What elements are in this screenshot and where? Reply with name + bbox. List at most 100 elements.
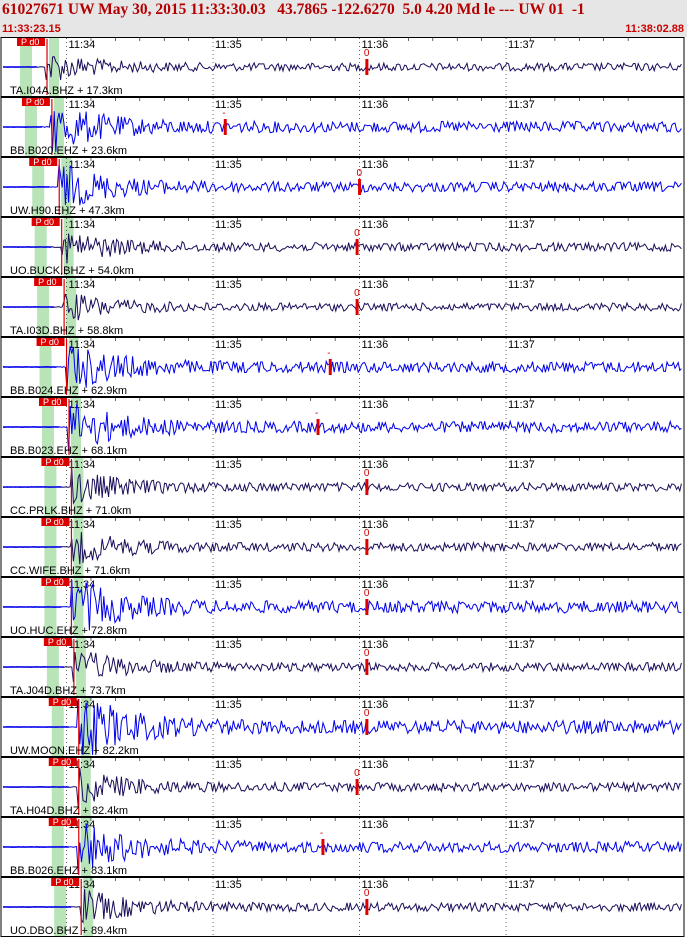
minute-label: 11:34 [69,99,96,111]
minute-label: 11:35 [215,399,242,411]
waveform [2,468,682,505]
minute-label: 11:37 [508,759,535,771]
p-pick-label: P d0 [45,517,63,527]
station-label: UO.HUC.EHZ + 72.8km [10,625,127,637]
minute-label: 11:35 [215,39,242,51]
station-label: UW.MOON.EHZ + 82.2km [10,745,139,757]
minute-label: 11:34 [69,39,96,51]
waveform [2,111,682,152]
station-label: UO.DBO.BHZ + 89.4km [10,925,127,937]
station-label: BB.B023.EHZ + 68.1km [10,445,127,457]
trace-panel[interactable]: 11:34 11:35 11:36 11:37 P d0 0 TA.I04A.BHZ + 1… [0,37,685,97]
minute-label: 11:35 [215,279,242,291]
event-title: 61027671 UW May 30, 2015 11:33:30.03 43.… [2,1,585,18]
minute-label: 11:35 [215,699,242,711]
event-header: 61027671 UW May 30, 2015 11:33:30.03 43.… [0,0,687,37]
p-pick-badge[interactable] [41,578,70,586]
p-pick-label: P d0 [26,97,44,107]
s-pick-label: 0 [364,708,370,719]
trace-panel[interactable]: 11:34 11:35 11:36 11:37 P d0 0 CC.PRLK.BHZ + 7… [0,457,685,517]
p-pick-badge[interactable] [38,398,67,406]
station-label: TA.H04D.BHZ + 82.4km [10,805,128,817]
p-pick-label: P d0 [36,217,54,227]
waveform [2,531,682,565]
minute-label: 11:34 [69,399,96,411]
minute-label: 11:35 [215,159,242,171]
s-window-band [75,638,86,696]
s-pick-label: 0 [364,48,370,59]
minute-label: 11:37 [508,159,535,171]
trace-panel[interactable]: 11:34 11:35 11:36 11:37 P d0 0 TA.J04D.BHZ + 7… [0,637,685,697]
minute-label: 11:36 [362,579,389,591]
waveform [2,823,682,874]
p-pick-badge[interactable] [17,38,46,46]
minute-label: 11:36 [362,879,389,891]
trace-panel[interactable]: 11:34 11:35 11:36 11:37 P d0 0 CC.WIFE.BHZ + 7… [0,517,685,577]
s-window-band [73,578,84,636]
minute-label: 11:36 [362,219,389,231]
waveform [2,56,682,80]
minute-label: 11:35 [215,519,242,531]
waveform [2,768,682,807]
minute-label: 11:37 [508,99,535,111]
s-pick-label: 0 [354,288,360,299]
minute-label: 11:36 [362,759,389,771]
p-pick-badge[interactable] [21,98,50,106]
minute-label: 11:37 [508,399,535,411]
p-pick-badge[interactable] [29,158,58,166]
p-pick-badge[interactable] [51,878,80,886]
trace-panel[interactable]: 11:34 11:35 11:36 11:37 P d0 - BB.B023.EHZ + 6… [0,397,685,457]
s-pick-label: 0 [364,528,370,539]
station-label: UW.H90.EHZ + 47.3km [10,205,125,217]
minute-label: 11:34 [69,459,96,471]
s-pick-label: 0 [364,888,370,899]
trace-panel[interactable]: 11:34 11:35 11:36 11:37 P d0 - BB.B020.EHZ + 2… [0,97,685,157]
minute-label: 11:34 [69,519,96,531]
p-pick-badge[interactable] [41,458,70,466]
waveform [2,233,682,264]
p-pick-label: P d0 [41,337,59,347]
p-pick-label: P d0 [21,37,39,47]
p-pick-badge[interactable] [48,698,77,706]
p-pick-badge[interactable] [48,818,77,826]
minute-label: 11:34 [69,579,96,591]
s-window-band [70,398,81,456]
s-window-band [49,38,60,96]
p-pick-badge[interactable] [31,218,60,226]
station-label: CC.WIFE.BHZ + 71.6km [10,565,130,577]
p-pick-badge[interactable] [48,758,77,766]
trace-panel[interactable]: 11:34 11:35 11:36 11:37P d0-BB.B026.EHZ + 8… [0,817,685,877]
s-pick-label: 0 [364,588,370,599]
trace-panel[interactable]: 11:34 11:35 11:36 11:37 P d0 0 TA.I03D.BHZ + 5… [0,277,685,337]
s-window-band [68,338,79,396]
p-pick-badge[interactable] [36,338,65,346]
trace-panel[interactable]: 11:34 11:35 11:36 11:37 P d0 0 UO.HUC.EHZ + 72… [0,577,685,637]
station-label: TA.J04D.BHZ + 73.7km [10,685,126,697]
s-pick-label: - [320,828,323,839]
p-pick-badge[interactable] [34,278,63,286]
minute-label: 11:37 [508,279,535,291]
minute-label: 11:37 [508,39,535,51]
s-pick-label: - [315,408,318,419]
waveform [3,698,682,756]
window-end-time: 11:38:02.88 [625,23,684,35]
waveform [2,293,682,321]
p-pick-badge[interactable] [43,638,72,646]
station-label: BB.B020.EHZ + 23.6km [10,145,127,157]
minute-label: 11:34 [69,639,96,651]
minute-label: 11:36 [362,639,389,651]
trace-panel[interactable]: 11:34 11:35 11:36 11:37 P d0 0 UO.BUCK.BHZ + 5… [0,217,685,277]
minute-label: 11:37 [508,699,535,711]
trace-panel[interactable]: 11:34 11:35 11:36 11:37 P d0 0 UW.H90.EHZ + 47… [0,157,685,217]
minute-label: 11:35 [215,99,242,111]
p-pick-badge[interactable] [41,518,70,526]
trace-panel[interactable]: 11:34 11:35 11:36 11:37 P d0 - BB.B024.EHZ + 6… [0,337,685,397]
s-pick-label: 0 [357,168,363,179]
minute-label: 11:36 [362,459,389,471]
panel-frame [0,457,685,517]
waveform [2,889,682,924]
station-label: UO.BUCK.BHZ + 54.0km [10,265,134,277]
